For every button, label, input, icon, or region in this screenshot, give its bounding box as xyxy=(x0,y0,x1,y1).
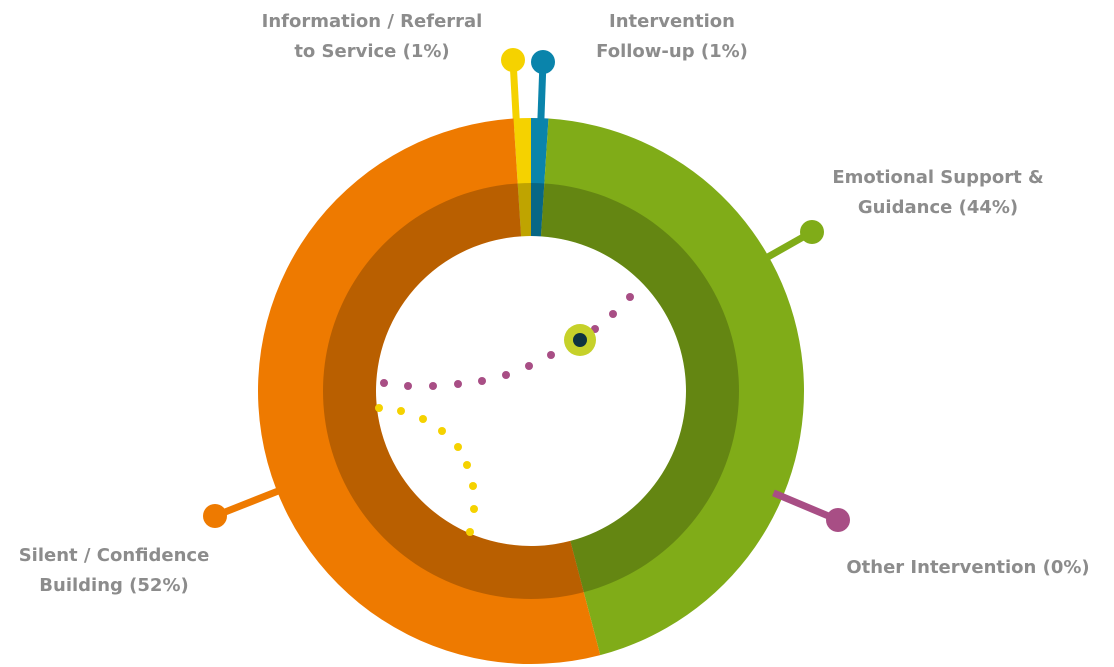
label-line: Silent / Confidence xyxy=(19,545,210,566)
segment-label: Silent / Confidence Building (52%) xyxy=(19,545,210,596)
segment xyxy=(258,118,601,664)
label-line: Follow-up (1%) xyxy=(596,41,748,62)
leader-dot xyxy=(531,50,555,74)
label-line: Emotional Support & xyxy=(832,167,1043,188)
label-line: Building (52%) xyxy=(39,575,188,596)
label-line: Intervention xyxy=(609,11,735,32)
segment-label: Information / Referral to Service (1%) xyxy=(262,11,483,62)
leader-dot xyxy=(501,48,525,72)
inner-shade xyxy=(322,183,739,599)
leader-dot xyxy=(826,508,850,532)
leader-line xyxy=(213,484,288,520)
segment xyxy=(513,118,531,237)
dotted-trail xyxy=(375,404,478,536)
label-line: Guidance (44%) xyxy=(858,197,1018,218)
segment xyxy=(531,118,549,237)
segment xyxy=(540,118,804,656)
label-line: Other Intervention (0%) xyxy=(846,557,1089,578)
label-line: to Service (1%) xyxy=(294,41,449,62)
decoration xyxy=(375,293,634,536)
segment-label: Intervention Follow-up (1%) xyxy=(596,11,748,62)
label-line: Information / Referral xyxy=(262,11,483,32)
segment-label: Other Intervention (0%) xyxy=(846,557,1089,578)
leader-dot xyxy=(800,220,824,244)
leader-dot xyxy=(203,504,227,528)
center-marker-core xyxy=(573,333,587,347)
segment-label: Emotional Support & Guidance (44%) xyxy=(832,167,1043,218)
